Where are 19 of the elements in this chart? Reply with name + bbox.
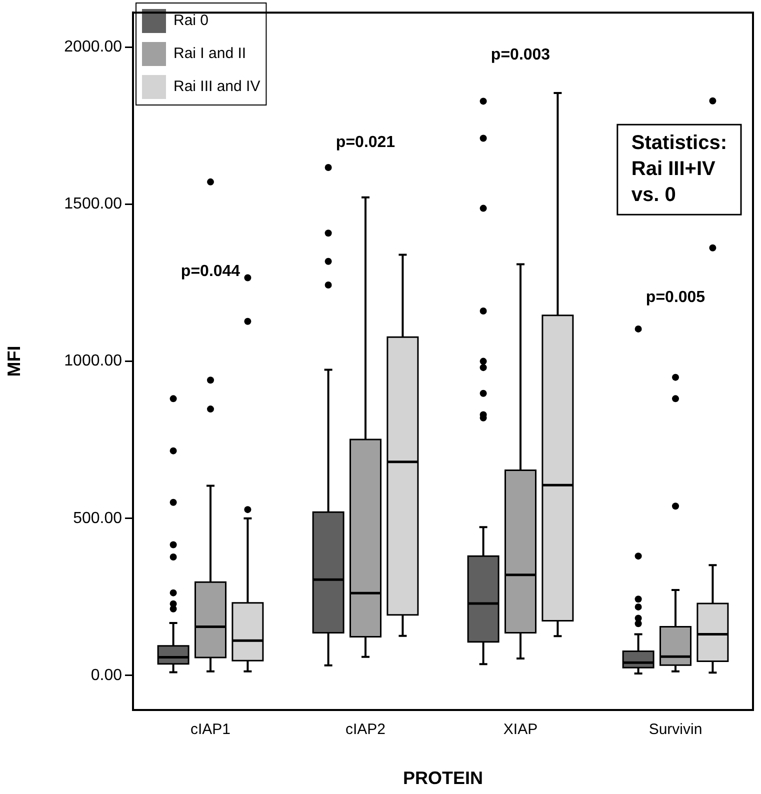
- y-tick-label: 2000.00: [64, 38, 122, 56]
- y-tick-label: 0.00: [90, 666, 122, 684]
- y-tick-label: 1500.00: [64, 196, 122, 213]
- legend-label: Rai I and II: [174, 45, 246, 62]
- y-tick-label: 1000.00: [64, 352, 122, 370]
- x-tick-label: cIAP2: [345, 721, 386, 738]
- x-axis-title: PROTEIN: [402, 768, 484, 788]
- legend-label: Rai III and IV: [174, 78, 260, 96]
- x-tick-label: Survivin: [648, 721, 702, 738]
- annotation: p=0.003: [490, 46, 550, 64]
- annotation: p=0.044: [180, 263, 240, 280]
- y-tick-label: 500.00: [73, 510, 122, 527]
- y-axis-title: MFI: [4, 346, 24, 377]
- legend-label: Rai 0: [174, 12, 209, 30]
- annotation: p=0.005: [646, 288, 706, 306]
- annotation: p=0.021: [336, 134, 396, 152]
- x-tick-label: XIAP: [503, 721, 538, 738]
- annotation: Statistics: Rai III+IV vs. 0: [631, 132, 728, 206]
- x-tick-label: cIAP1: [190, 721, 231, 738]
